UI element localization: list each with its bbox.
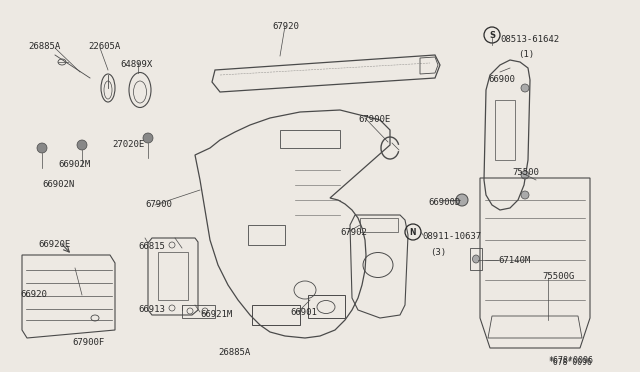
Text: 26885A: 26885A	[218, 348, 250, 357]
Text: 22605A: 22605A	[88, 42, 120, 51]
Circle shape	[521, 191, 529, 199]
Text: 66902N: 66902N	[42, 180, 74, 189]
Text: 67900: 67900	[145, 200, 172, 209]
Text: 67140M: 67140M	[498, 256, 531, 265]
Text: S: S	[489, 31, 495, 40]
Text: 08911-10637: 08911-10637	[422, 232, 481, 241]
Text: 26885A: 26885A	[28, 42, 60, 51]
Text: 66921M: 66921M	[200, 310, 232, 319]
Text: 67902: 67902	[340, 228, 367, 237]
Ellipse shape	[472, 255, 479, 263]
Text: 66913: 66913	[138, 305, 165, 314]
Circle shape	[521, 84, 529, 92]
Text: 67920: 67920	[272, 22, 299, 31]
Text: 66920: 66920	[20, 290, 47, 299]
Text: *678*0096: *678*0096	[548, 358, 592, 367]
Text: 67900F: 67900F	[72, 338, 104, 347]
Text: 67900E: 67900E	[358, 115, 390, 124]
Circle shape	[143, 133, 153, 143]
Text: 64899X: 64899X	[120, 60, 152, 69]
Text: (3): (3)	[430, 248, 446, 257]
Text: 66902M: 66902M	[58, 160, 90, 169]
Text: 66900D: 66900D	[428, 198, 460, 207]
Text: 75500G: 75500G	[542, 272, 574, 281]
Text: 66900: 66900	[488, 75, 515, 84]
Circle shape	[521, 171, 529, 179]
Text: N: N	[410, 228, 416, 237]
Text: (1): (1)	[518, 50, 534, 59]
Circle shape	[77, 140, 87, 150]
Circle shape	[37, 143, 47, 153]
Text: *678*0096: *678*0096	[548, 356, 593, 365]
Text: 08513-61642: 08513-61642	[500, 35, 559, 44]
Text: 66920E: 66920E	[38, 240, 70, 249]
Text: 27020E: 27020E	[112, 140, 144, 149]
Text: 66815: 66815	[138, 242, 165, 251]
Text: 75500: 75500	[512, 168, 539, 177]
Text: 66901: 66901	[290, 308, 317, 317]
Circle shape	[456, 194, 468, 206]
